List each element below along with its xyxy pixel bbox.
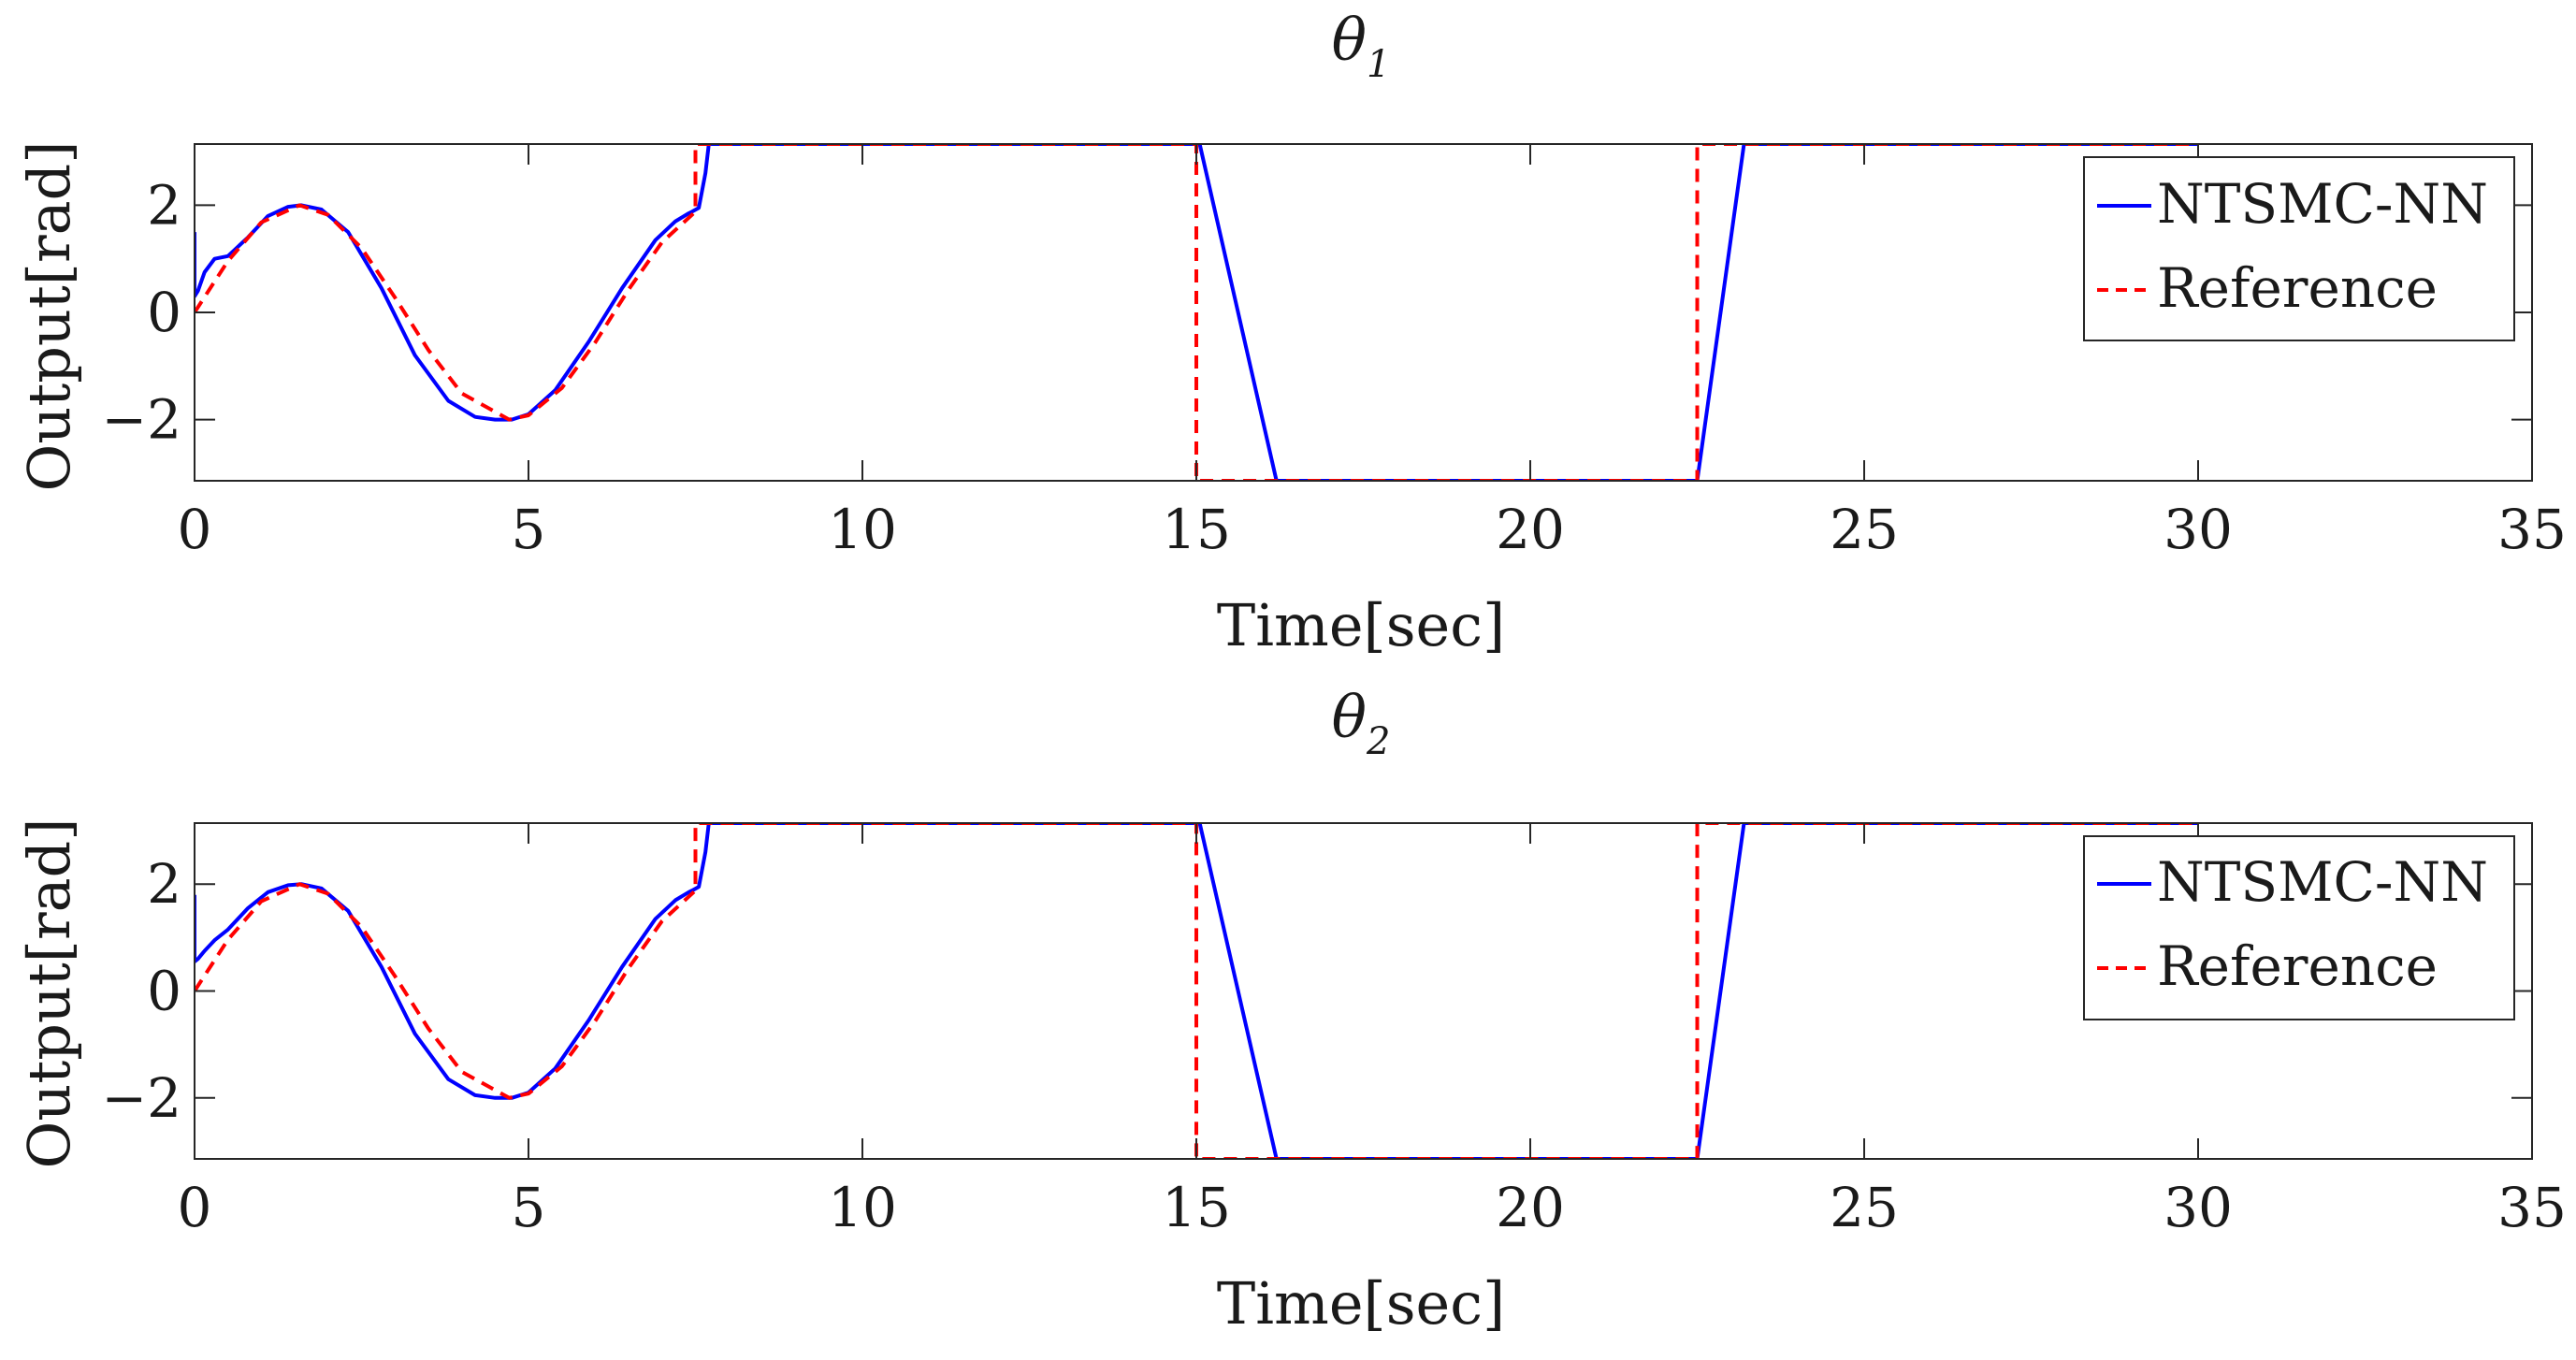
y-tick-label: 0 [147,960,181,1023]
legend: NTSMC-NN Reference [2083,156,2515,341]
legend-label-ntsmc: NTSMC-NN [2157,172,2488,236]
legend-box [2083,835,2515,1020]
y-tick-label: 0 [147,281,181,344]
x-tick-label: 0 [178,1176,212,1239]
legend-box [2083,156,2515,341]
x-tick-label: 5 [512,498,546,561]
series-group [195,823,2198,1159]
y-tick-label: 2 [147,852,181,916]
x-tick-label: 15 [1162,1176,1231,1239]
x-tick-label: 30 [2164,498,2233,561]
legend-label-reference: Reference [2157,934,2438,998]
y-tick-label: −2 [102,1066,182,1130]
series-line-reference [195,823,2198,1159]
subplot-theta2: θ2 Output[rad] Time[sec] 0 5 10 15 20 25 30 35−… [15,683,2567,1338]
y-tick-label: 2 [147,173,181,237]
legend-label-reference: Reference [2157,256,2438,320]
subplot-title: θ1 [1332,6,1391,86]
x-tick-label: 25 [1830,1176,1899,1239]
x-tick-label: 30 [2164,1176,2233,1239]
series-line-reference [195,144,2198,481]
x-tick-label: 20 [1496,498,1565,561]
x-tick-label: 25 [1830,498,1899,561]
legend: NTSMC-NN Reference [2083,835,2515,1020]
x-tick-label: 5 [512,1176,546,1239]
x-axis-label: Time[sec] [1217,1269,1505,1338]
subplot-title: θ2 [1332,683,1391,763]
x-tick-label: 10 [828,498,897,561]
plot-area [194,822,2533,1160]
x-tick-label: 20 [1496,1176,1565,1239]
x-axis-label: Time[sec] [1217,591,1505,659]
x-tick-label: 15 [1162,498,1231,561]
x-tick-label: 35 [2497,1176,2567,1239]
legend-label-ntsmc: NTSMC-NN [2157,850,2488,914]
tick-labels: 0 5 10 15 20 25 30 35 −2 0 2 [102,173,2567,561]
tick-labels: 0 5 10 15 20 25 30 35 −2 0 2 [102,852,2567,1239]
y-axis-label: Output[rad] [15,818,83,1169]
series-group [195,144,2198,481]
subplot-theta1: θ1 Output[rad] Time[sec] 0 5 10 15 20 25 30 35−… [15,6,2567,659]
series-line-ntsmc-nn [195,823,2198,1159]
plot-area [194,143,2533,482]
x-tick-label: 35 [2497,498,2567,561]
series-line-ntsmc-nn [195,144,2198,481]
y-axis-label: Output[rad] [15,141,83,492]
x-tick-label: 0 [178,498,212,561]
x-tick-label: 10 [828,1176,897,1239]
y-tick-label: −2 [102,388,182,452]
